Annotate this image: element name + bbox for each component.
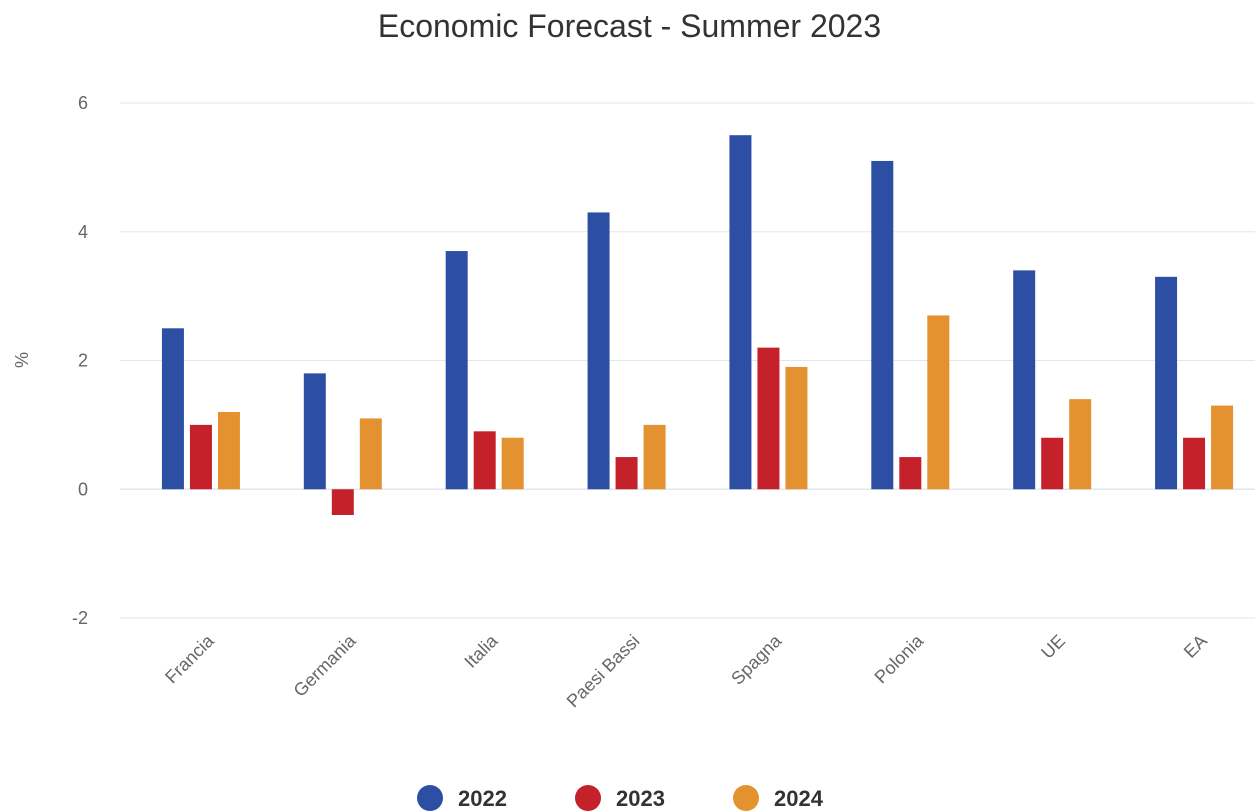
bar-2022-italia[interactable]: [445, 251, 468, 490]
x-category-label: Polonia: [871, 630, 928, 687]
legend-label: 2024: [774, 786, 824, 811]
y-tick-label: 4: [78, 222, 88, 242]
y-axis-ticks: -2 0 2 4 6: [72, 93, 88, 628]
bar-2022-ue[interactable]: [1013, 270, 1036, 490]
bar-2022-francia[interactable]: [161, 328, 184, 490]
legend-item-2023[interactable]: 2023: [575, 785, 665, 811]
bar-2023-ea[interactable]: [1183, 437, 1206, 490]
x-category-label: Spagna: [727, 630, 786, 689]
bar-2024-paesi-bassi[interactable]: [643, 424, 666, 490]
legend-swatch: [575, 785, 601, 811]
legend-item-2022[interactable]: 2022: [417, 785, 507, 811]
gridlines: [120, 102, 1255, 619]
legend-swatch: [733, 785, 759, 811]
bar-2023-paesi-bassi[interactable]: [615, 457, 638, 490]
bar-2023-germania[interactable]: [331, 489, 354, 515]
bar-2022-ea[interactable]: [1155, 276, 1178, 490]
bar-2024-polonia[interactable]: [927, 315, 950, 490]
x-axis-categories: Francia Germania Italia Paesi Bassi Spagna Po…: [161, 630, 1211, 711]
y-tick-label: 0: [78, 479, 88, 499]
x-category-label: UE: [1037, 631, 1069, 663]
legend: 2022 2023 2024: [417, 785, 824, 811]
bar-2023-ue[interactable]: [1041, 437, 1064, 490]
x-category-label: EA: [1180, 631, 1211, 662]
x-category-label: Italia: [460, 630, 502, 672]
bar-2023-polonia[interactable]: [899, 457, 922, 490]
bar-2022-germania[interactable]: [303, 373, 326, 490]
x-category-label: Francia: [161, 630, 218, 687]
bar-2024-germania[interactable]: [359, 418, 382, 490]
bar-2024-spagna[interactable]: [785, 366, 808, 490]
y-tick-label: -2: [72, 608, 88, 628]
x-category-label: Germania: [290, 630, 361, 701]
legend-label: 2022: [458, 786, 507, 811]
bar-2024-ea[interactable]: [1211, 405, 1234, 490]
bar-2023-francia[interactable]: [189, 424, 212, 490]
bar-2022-spagna[interactable]: [729, 135, 752, 490]
legend-label: 2023: [616, 786, 665, 811]
y-tick-label: 2: [78, 351, 88, 371]
legend-item-2024[interactable]: 2024: [733, 785, 824, 811]
bar-2022-paesi-bassi[interactable]: [587, 212, 610, 490]
y-tick-label: 6: [78, 93, 88, 113]
bar-2023-italia[interactable]: [473, 431, 496, 490]
bar-2024-francia[interactable]: [217, 412, 240, 490]
legend-swatch: [417, 785, 443, 811]
chart-title: Economic Forecast - Summer 2023: [377, 8, 882, 44]
y-axis-label: %: [12, 352, 32, 368]
bar-2022-polonia[interactable]: [871, 160, 894, 490]
bar-2024-ue[interactable]: [1069, 399, 1092, 490]
bars: [161, 135, 1234, 515]
bar-2023-spagna[interactable]: [757, 347, 780, 490]
x-category-label: Paesi Bassi: [563, 631, 644, 712]
bar-2024-italia[interactable]: [501, 437, 524, 490]
